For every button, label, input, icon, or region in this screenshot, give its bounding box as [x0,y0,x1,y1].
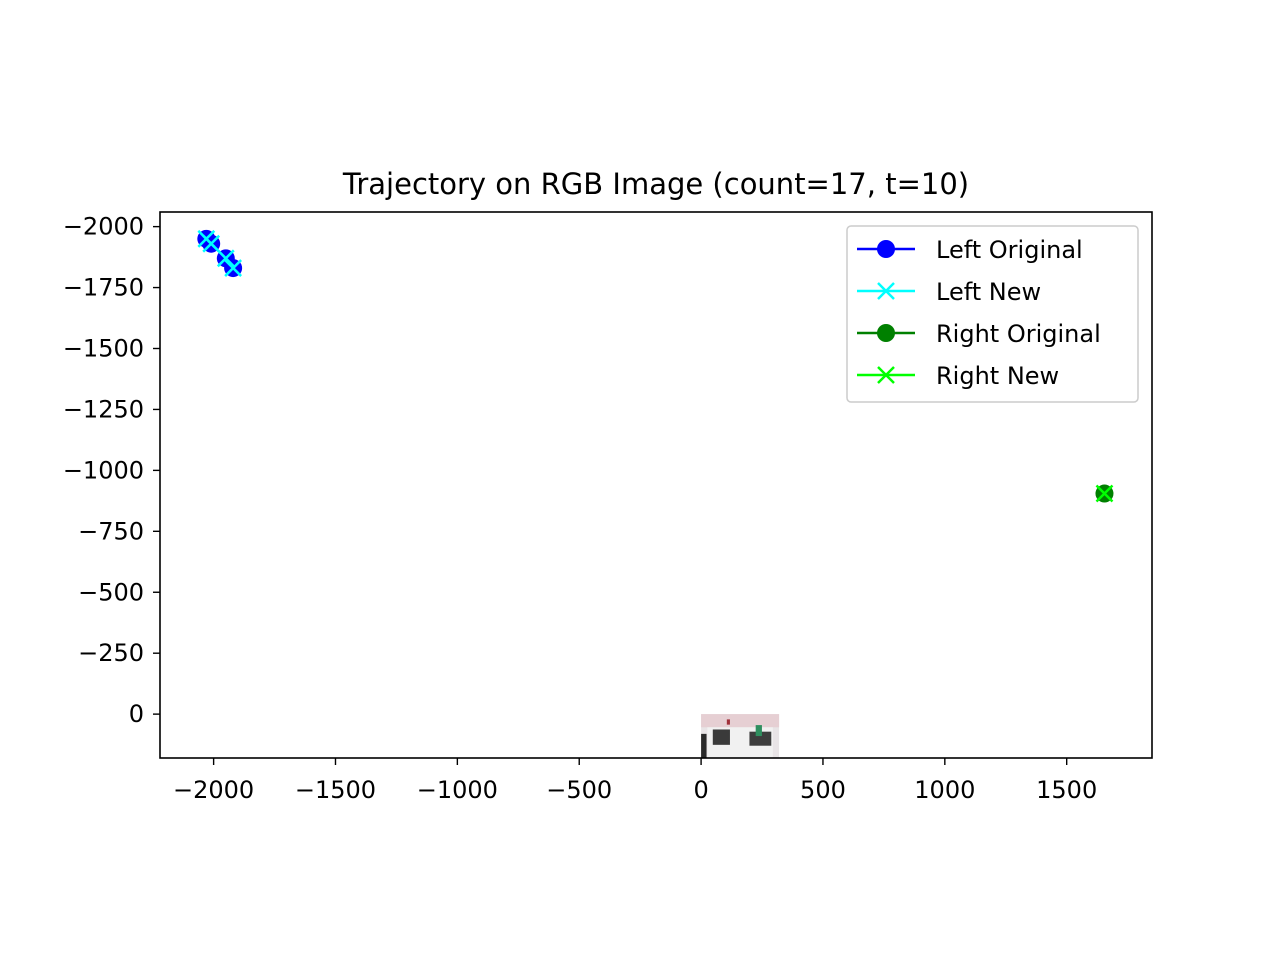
axes-frame [159,211,1153,759]
x-tick-label: −500 [546,776,612,804]
series-right-new [1095,484,1114,503]
y-tick-label: −500 [78,578,144,606]
x-tick-label: −2000 [173,776,254,804]
legend-item-left-new: Left New [857,278,1041,306]
x-marker-stroke [216,249,235,268]
x-tick-label: −1000 [417,776,498,804]
legend-label: Left New [936,278,1041,306]
image-red-object [726,719,730,725]
legend-label: Left Original [936,236,1083,264]
y-tick-label: −750 [78,517,144,545]
legend-item-right-new: Right New [857,362,1059,390]
x-tick-label: −1500 [295,776,376,804]
legend-marker [877,366,895,384]
y-tick-label: −1750 [63,274,144,302]
legend-box [846,225,1139,403]
point-left-new [216,249,235,268]
legend-marker [877,282,895,300]
y-tick-label: 0 [129,700,144,728]
y-tick-label: −1500 [63,335,144,363]
chart-title: Trajectory on RGB Image (count=17, t=10) [342,167,969,201]
x-tick-label: 1500 [1036,776,1097,804]
point-right-new [1095,484,1114,503]
x-marker-stroke [224,259,243,277]
plot-area: −2000 −1500 −1000 −500 0 500 1000 1500 −2000 −175… [63,211,1153,804]
y-tick-label: −250 [78,639,144,667]
x-marker-stroke [877,366,895,384]
image-green-object [755,725,762,737]
legend: Left Original Left New Right Original Right… [846,225,1139,403]
legend-label: Right New [936,362,1059,390]
x-tick-label: 0 [693,776,708,804]
legend-item-left-original: Left Original [857,236,1083,264]
x-marker-stroke [877,282,895,300]
series-left-new [197,229,243,277]
rgb-image-thumbnail [701,714,780,758]
image-left-gripper [712,729,730,745]
image-right-gripper [749,731,772,746]
y-tick-label: −2000 [63,213,144,241]
legend-item-right-original: Right Original [857,320,1101,348]
legend-marker [877,324,895,342]
image-left-edge [701,733,707,758]
legend-marker [877,240,895,258]
x-marker-stroke [1095,484,1114,503]
x-marker-stroke [202,234,221,253]
point-left-new [202,234,221,253]
x-tick-label: 500 [800,776,846,804]
image-wall [701,714,780,728]
legend-label: Right Original [936,320,1101,348]
y-tick-label: −1250 [63,395,144,423]
point-left-new [224,259,243,277]
x-tick-label: 1000 [914,776,975,804]
y-tick-label: −1000 [63,456,144,484]
